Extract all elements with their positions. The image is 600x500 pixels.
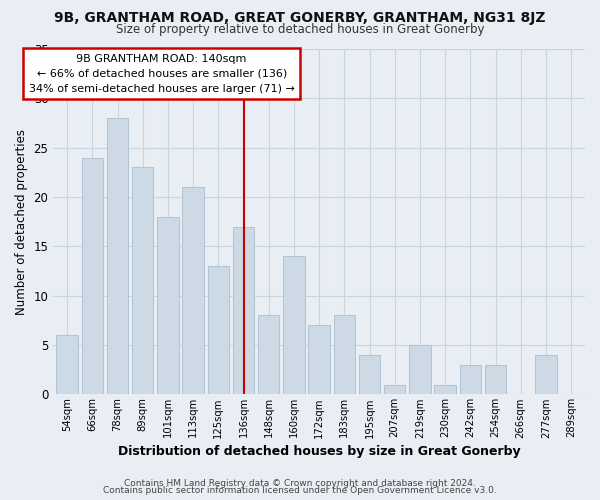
Bar	[233, 226, 254, 394]
Bar	[258, 316, 280, 394]
Bar	[434, 384, 456, 394]
Bar	[334, 316, 355, 394]
Bar	[208, 266, 229, 394]
Text: Contains HM Land Registry data © Crown copyright and database right 2024.: Contains HM Land Registry data © Crown c…	[124, 478, 476, 488]
X-axis label: Distribution of detached houses by size in Great Gonerby: Distribution of detached houses by size …	[118, 444, 520, 458]
Bar	[535, 355, 557, 395]
Text: 9B, GRANTHAM ROAD, GREAT GONERBY, GRANTHAM, NG31 8JZ: 9B, GRANTHAM ROAD, GREAT GONERBY, GRANTH…	[54, 11, 546, 25]
Bar	[82, 158, 103, 394]
Text: Size of property relative to detached houses in Great Gonerby: Size of property relative to detached ho…	[116, 22, 484, 36]
Bar	[132, 168, 154, 394]
Bar	[56, 335, 78, 394]
Bar	[182, 187, 204, 394]
Bar	[384, 384, 406, 394]
Y-axis label: Number of detached properties: Number of detached properties	[15, 128, 28, 314]
Bar	[107, 118, 128, 394]
Text: Contains public sector information licensed under the Open Government Licence v3: Contains public sector information licen…	[103, 486, 497, 495]
Bar	[283, 256, 305, 394]
Bar	[157, 217, 179, 394]
Text: 9B GRANTHAM ROAD: 140sqm
← 66% of detached houses are smaller (136)
34% of semi-: 9B GRANTHAM ROAD: 140sqm ← 66% of detach…	[29, 54, 295, 94]
Bar	[308, 326, 330, 394]
Bar	[460, 365, 481, 394]
Bar	[485, 365, 506, 394]
Bar	[409, 345, 431, 395]
Bar	[359, 355, 380, 395]
